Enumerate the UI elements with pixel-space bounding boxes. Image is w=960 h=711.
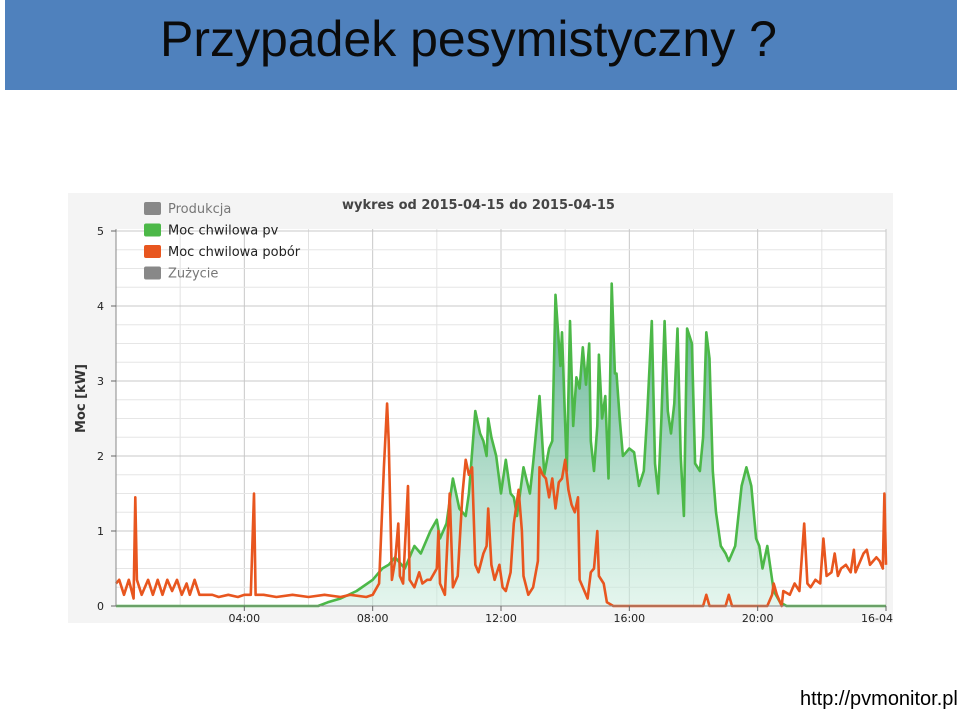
- chart-title: wykres od 2015-04-15 do 2015-04-15: [342, 198, 615, 213]
- chart-container: 0 1 2 3 4 5 04:00 08:00 12:00 16:00 20:00 16-04-20 M…: [68, 193, 893, 623]
- legend-swatch: [144, 202, 161, 215]
- x-tick-label: 08:00: [357, 612, 389, 623]
- x-tick-label: 16:00: [613, 612, 645, 623]
- legend-item-label: Moc chwilowa pv: [168, 224, 279, 239]
- series-line-1: [115, 402, 888, 608]
- footer-url[interactable]: http://pvmonitor.pl: [800, 688, 958, 710]
- y-tick-label: 2: [97, 450, 104, 463]
- legend-item-label: Moc chwilowa pobór: [168, 245, 301, 260]
- y-tick-label: 3: [97, 375, 104, 388]
- y-tick-label: 1: [97, 525, 104, 538]
- title-bar: [5, 0, 957, 90]
- y-tick-label: 4: [97, 300, 104, 313]
- power-chart: 0 1 2 3 4 5 04:00 08:00 12:00 16:00 20:00 16-04-20 M…: [68, 193, 893, 623]
- legend-swatch: [144, 245, 161, 258]
- y-axis-label: Moc [kW]: [74, 364, 89, 433]
- series-area-0: [116, 283, 886, 606]
- legend-swatch: [144, 266, 161, 280]
- slide-title: Przypadek pesymistyczny ?: [160, 11, 777, 67]
- x-tick-label: 16-04-20: [861, 612, 893, 623]
- series-line-0: [116, 282, 886, 608]
- legend-item-label: Zużycie: [168, 267, 218, 282]
- x-tick-label: 12:00: [485, 612, 517, 623]
- legend-item-label: Produkcja: [168, 202, 231, 217]
- x-tick-label: 04:00: [228, 612, 260, 623]
- legend-swatch: [144, 223, 161, 237]
- x-tick-label: 20:00: [742, 612, 774, 623]
- y-tick-label: 5: [97, 225, 104, 238]
- y-tick-label: 0: [97, 600, 104, 613]
